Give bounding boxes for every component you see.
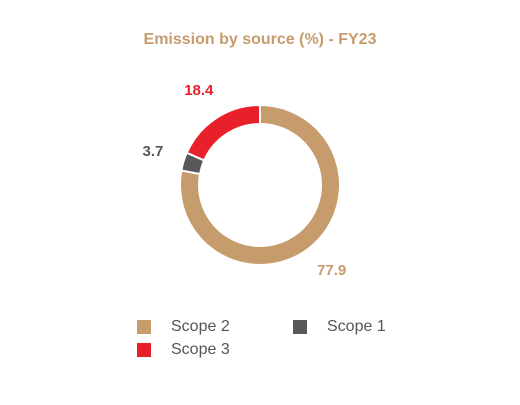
legend-swatch — [137, 320, 151, 334]
legend-label: Scope 3 — [171, 341, 230, 358]
legend-label: Scope 2 — [171, 318, 230, 335]
donut-segment — [185, 103, 261, 162]
data-label: 3.7 — [143, 143, 164, 160]
data-label: 18.4 — [184, 82, 214, 99]
legend-label: Scope 1 — [327, 318, 386, 335]
legend-swatch — [293, 320, 307, 334]
legend-swatch — [137, 343, 151, 357]
donut-segment — [179, 103, 341, 266]
data-label: 77.9 — [317, 262, 346, 279]
chart-title: Emission by source (%) - FY23 — [144, 31, 377, 48]
